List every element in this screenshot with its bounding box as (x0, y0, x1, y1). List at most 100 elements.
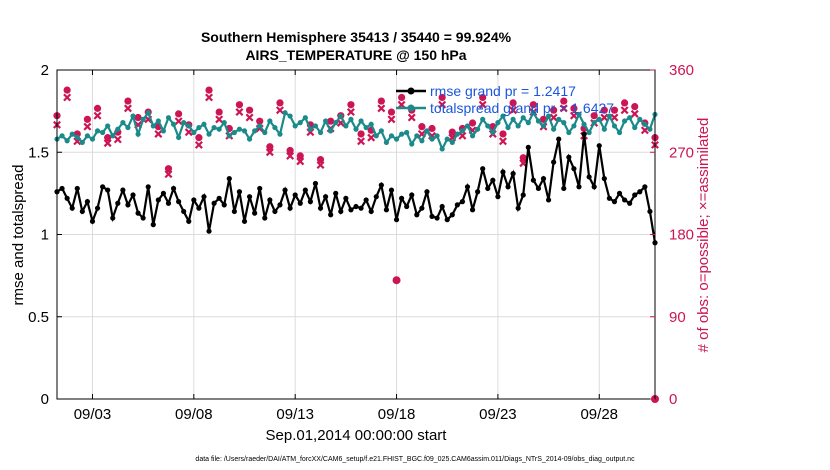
totalspread-point (231, 129, 237, 136)
obs-assimilated-marker (498, 137, 507, 146)
obs-possible-marker (600, 106, 608, 114)
obs-assimilated-marker (205, 93, 214, 102)
totalspread-point (176, 134, 182, 141)
obs-possible-marker (529, 101, 537, 109)
obs-possible-marker (560, 97, 568, 105)
rmse-point (206, 228, 212, 234)
rmse-point (297, 200, 303, 206)
totalspread-point (500, 113, 506, 119)
obs-assimilated-marker (559, 104, 568, 113)
rmse-point (378, 182, 384, 188)
y-right-tick-label: 360 (669, 62, 694, 79)
legend-marker-rmse (407, 87, 415, 95)
rmse-point (328, 212, 334, 218)
x-tick-label: 09/08 (175, 406, 213, 423)
totalspread-point (89, 136, 96, 142)
totalspread-point (561, 120, 567, 126)
rmse-point (292, 192, 298, 198)
obs-assimilated-marker (245, 113, 254, 122)
totalspread-point (125, 124, 131, 131)
obs-possible-marker (63, 86, 71, 94)
rmse-point (150, 222, 156, 228)
rmse-point (262, 215, 268, 221)
rmse-point (165, 200, 172, 206)
obs-possible-marker (468, 119, 477, 127)
obs-possible-marker (499, 130, 507, 138)
obs-assimilated-marker (215, 115, 224, 124)
y-right-tick-label: 90 (669, 309, 686, 326)
totalspread-point (464, 123, 471, 129)
y-right-tick-label: 180 (669, 227, 694, 244)
chart-subtitle: AIRS_TEMPERATURE @ 150 hPa (245, 47, 466, 63)
totalspread-point (480, 116, 486, 122)
totalspread-point (576, 111, 582, 118)
obs-assimilated-marker (63, 93, 72, 102)
rmse-point (454, 202, 460, 208)
obs-possible-marker (245, 106, 254, 114)
rmse-point (216, 195, 222, 201)
rmse-point (348, 207, 354, 213)
rmse-point (338, 208, 344, 215)
rmse-point (596, 143, 602, 149)
obs-possible-marker (347, 101, 355, 109)
totalspread-point (226, 133, 232, 139)
rmse-point (221, 202, 227, 208)
totalspread-point (333, 120, 339, 126)
legend-marker-spread (407, 104, 415, 112)
obs-assimilated-marker (296, 157, 305, 166)
rmse-point (530, 177, 536, 183)
totalspread-point (647, 126, 653, 132)
totalspread-point (621, 118, 628, 124)
obs-possible-marker (590, 112, 598, 120)
rmse-point (637, 189, 643, 195)
obs-possible-marker (428, 124, 436, 133)
totalspread-point (388, 133, 395, 139)
totalspread-point (221, 120, 227, 126)
rmse-point (520, 192, 526, 198)
rmse-point (388, 187, 395, 193)
totalspread-point (206, 131, 212, 137)
rmse-point (59, 185, 65, 192)
totalspread-point (252, 128, 258, 134)
rmse-point (429, 213, 435, 220)
rmse-point (414, 212, 420, 218)
legend-label-rmse: rmse grand pr = 1.2417 (430, 83, 576, 99)
rmse-point (272, 208, 278, 215)
y-right-tick-label: 0 (669, 391, 677, 408)
obs-possible-marker (124, 97, 132, 105)
rmse-point (287, 205, 293, 211)
totalspread-point (312, 123, 319, 129)
obs-possible-marker (205, 86, 213, 94)
obs-possible-marker (215, 108, 223, 116)
totalspread-point (201, 121, 207, 127)
totalspread-point (348, 116, 354, 122)
rmse-point (110, 215, 116, 221)
totalspread-point (520, 115, 526, 121)
rmse-point (79, 208, 85, 215)
rmse-point (267, 197, 273, 203)
rmse-point (186, 218, 192, 224)
rmse-point (535, 185, 542, 192)
rmse-point (115, 200, 121, 206)
totalspread-point (637, 116, 643, 122)
totalspread-point (282, 110, 288, 116)
obs-assimilated-marker (509, 106, 518, 115)
obs-assimilated-marker (164, 170, 173, 179)
totalspread-point (373, 133, 379, 139)
totalspread-point (606, 113, 612, 119)
rmse-point (145, 184, 151, 190)
totalspread-point (322, 118, 329, 124)
obs-assimilated-marker (103, 139, 112, 148)
rmse-point (170, 185, 177, 192)
series-lines (54, 110, 658, 246)
totalspread-point (424, 128, 430, 134)
rmse-point (556, 136, 562, 142)
rmse-point (566, 154, 572, 160)
totalspread-point (160, 128, 167, 134)
totalspread-point (302, 115, 308, 121)
rmse-point (277, 202, 283, 208)
rmse-point (581, 131, 587, 137)
rmse-point (226, 175, 232, 182)
rmse-point (94, 205, 101, 211)
rmse-point (105, 187, 111, 193)
